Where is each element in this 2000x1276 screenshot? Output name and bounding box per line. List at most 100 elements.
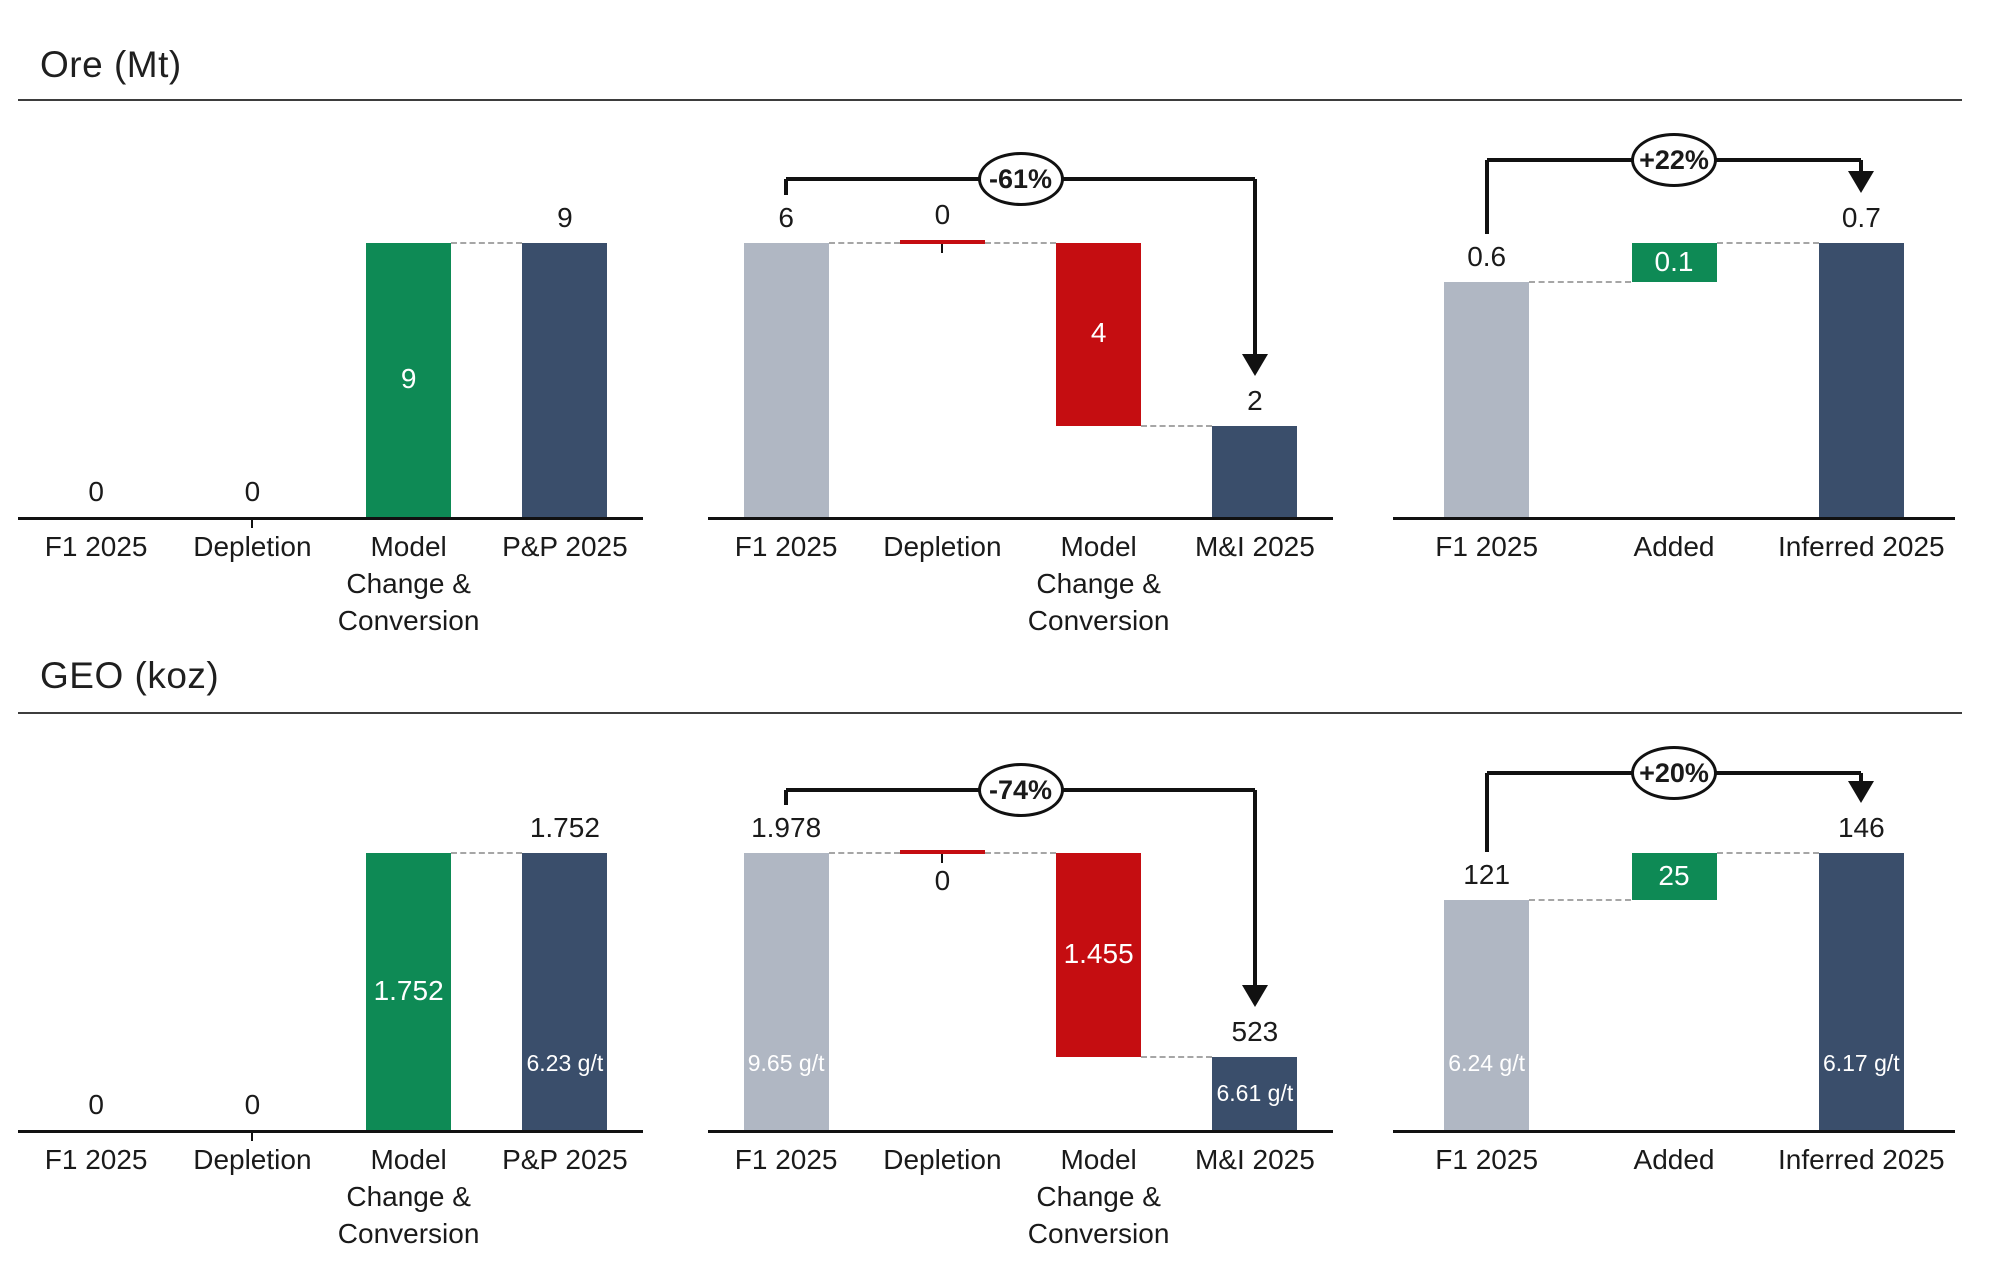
annotation-bubble: -61% xyxy=(977,152,1064,206)
annotation-bracket-tick xyxy=(1484,160,1489,235)
annotation-bracket-tick xyxy=(784,179,789,195)
bar-increase xyxy=(1631,243,1717,283)
axis-line xyxy=(708,517,1333,520)
connector-line xyxy=(1141,1055,1213,1058)
value-label: 0.1 xyxy=(1654,245,1694,277)
axis-line xyxy=(18,517,643,520)
bar-total xyxy=(1212,1056,1298,1130)
category-label: Model xyxy=(1060,531,1137,562)
connector-line xyxy=(1141,424,1213,427)
category-label: Inferred 2025 xyxy=(1778,531,1945,562)
value-label: 0 xyxy=(244,1089,261,1120)
category-label: M&I 2025 xyxy=(1194,1144,1315,1175)
annotation-arrow-line xyxy=(1859,160,1864,173)
category-label: P&P 2025 xyxy=(502,1144,628,1175)
category-label: Depletion xyxy=(883,1144,1002,1175)
bar-start xyxy=(1444,282,1530,517)
connector-line xyxy=(828,852,900,854)
bar-total xyxy=(522,243,608,517)
category-label: Conversion xyxy=(337,1218,480,1249)
grade-label: 6.61 g/t xyxy=(1216,1080,1294,1107)
axis-line xyxy=(1393,1130,1955,1133)
section-title-ore: Ore (Mt) xyxy=(40,44,182,85)
depletion-tick xyxy=(941,854,944,863)
annotation-arrow-line xyxy=(1252,790,1257,987)
connector-line xyxy=(1716,852,1819,854)
category-label: Change & xyxy=(346,1181,471,1212)
value-label: 146 xyxy=(1837,812,1885,843)
axis-line xyxy=(708,1130,1333,1133)
value-label: 4 xyxy=(1090,317,1107,349)
annotation-bracket-tick xyxy=(1484,773,1489,853)
annotation-bracket-tick xyxy=(784,790,789,805)
category-label: Inferred 2025 xyxy=(1778,1144,1945,1175)
annotation-bubble: +22% xyxy=(1631,133,1717,187)
value-label: 523 xyxy=(1231,1015,1279,1047)
category-label: Conversion xyxy=(1027,1218,1170,1249)
connector-line xyxy=(451,242,523,244)
category-label: Change & xyxy=(1036,568,1161,599)
connector-line xyxy=(451,852,523,854)
value-label: 9 xyxy=(557,202,573,233)
category-label: Depletion xyxy=(193,1144,312,1175)
annotation-arrow-line xyxy=(1859,773,1864,783)
bar-start xyxy=(1444,900,1530,1130)
category-label: Model xyxy=(370,531,447,562)
category-label: Depletion xyxy=(883,531,1002,562)
annotation-arrow-head xyxy=(1241,353,1268,376)
connector-line xyxy=(1529,899,1632,902)
grade-label: 6.24 g/t xyxy=(1448,1050,1526,1076)
annotation-arrow-head xyxy=(1848,171,1875,193)
value-label: 2 xyxy=(1247,384,1263,416)
bar-total xyxy=(1212,425,1298,517)
category-label: Added xyxy=(1633,1144,1715,1175)
annotation-arrow-head xyxy=(1848,781,1875,803)
category-label: F1 2025 xyxy=(44,531,148,562)
category-label: Conversion xyxy=(337,605,480,636)
category-label: F1 2025 xyxy=(1435,1144,1539,1175)
bar-increase xyxy=(366,243,452,517)
category-label: Model xyxy=(370,1144,447,1175)
value-label: 121 xyxy=(1463,859,1511,891)
value-label: 1.978 xyxy=(751,812,822,843)
bar-decrease xyxy=(1056,853,1142,1057)
connector-line xyxy=(984,852,1057,854)
bar-total xyxy=(1818,243,1904,517)
depletion-zero-line xyxy=(899,240,985,244)
annotation-arrow-head xyxy=(1241,984,1268,1007)
value-label: 25 xyxy=(1658,859,1690,891)
depletion-axis-tick xyxy=(251,519,254,528)
annotation-bubble: +20% xyxy=(1631,746,1717,800)
value-label: 0 xyxy=(934,865,951,896)
value-label: 1.752 xyxy=(373,974,444,1006)
category-label: F1 2025 xyxy=(734,1144,838,1175)
value-label: 1.752 xyxy=(529,812,600,843)
value-label: 1.455 xyxy=(1063,937,1134,969)
category-label: Depletion xyxy=(193,531,312,562)
category-label: Added xyxy=(1633,531,1715,562)
bar-increase xyxy=(1631,853,1717,901)
value-label: 0 xyxy=(88,476,104,507)
axis-line xyxy=(18,1130,643,1133)
connector-line xyxy=(1529,281,1632,284)
grade-label: 6.23 g/t xyxy=(526,1050,604,1076)
value-label: 0.6 xyxy=(1467,241,1507,273)
section-title-geo: GEO (koz) xyxy=(40,655,220,696)
category-label: F1 2025 xyxy=(1435,531,1539,562)
axis-line xyxy=(1393,517,1955,520)
bar-total xyxy=(1818,853,1904,1130)
bar-increase xyxy=(366,853,452,1130)
value-label: 9 xyxy=(400,363,417,394)
bar-decrease xyxy=(1056,243,1142,426)
category-label: Model xyxy=(1060,1144,1137,1175)
grade-label: 6.17 g/t xyxy=(1822,1050,1900,1076)
value-label: 0 xyxy=(88,1089,104,1120)
bar-total xyxy=(522,853,608,1130)
value-label: 0.7 xyxy=(1841,202,1881,233)
